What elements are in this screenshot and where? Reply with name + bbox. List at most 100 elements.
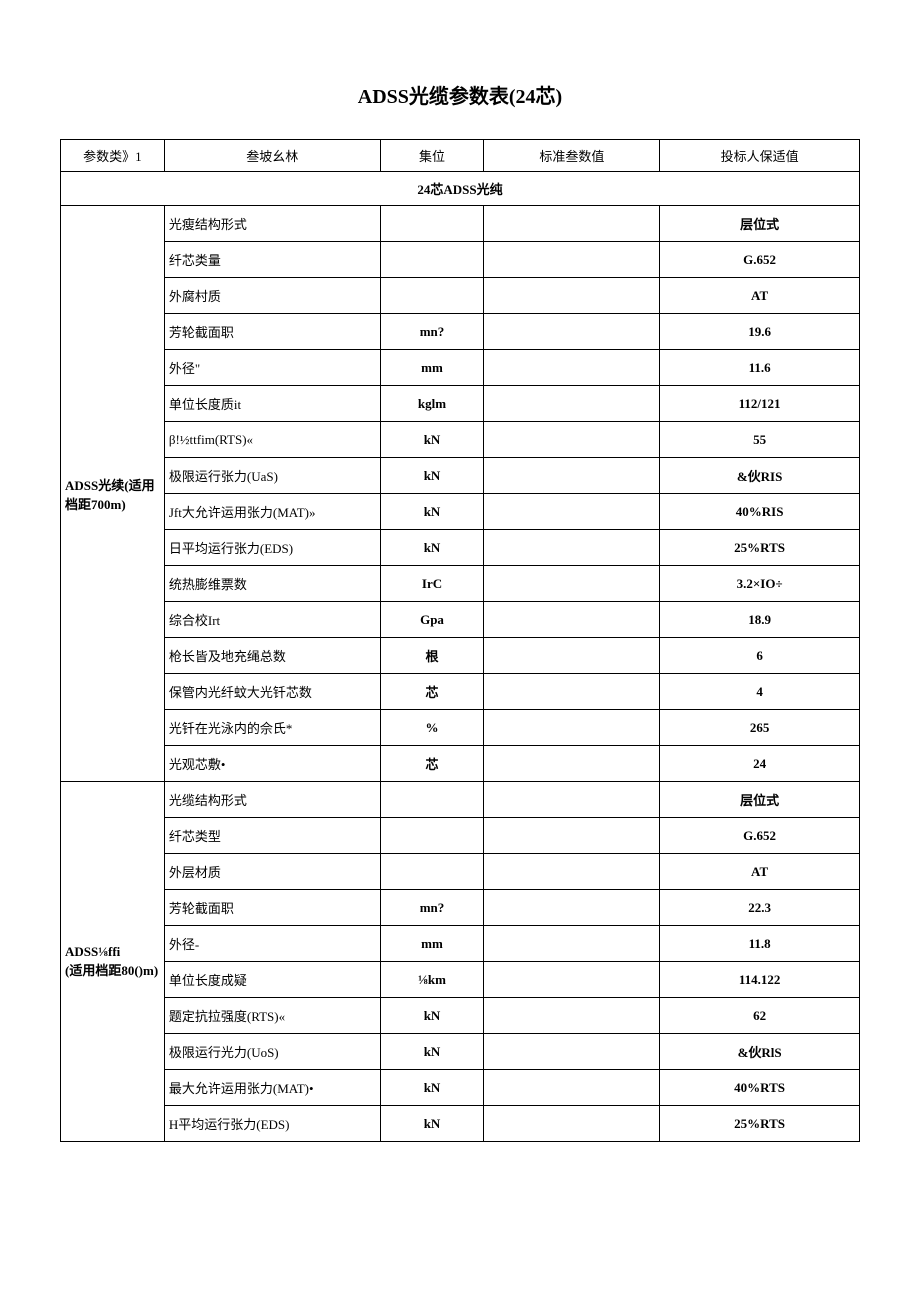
param-unit: kN	[380, 494, 484, 530]
table-row: 统热膨维票数IrC 3.2×IO÷	[61, 566, 860, 602]
param-std	[484, 350, 660, 386]
table-row: 日平均运行张力(EDS)kN25%RTS	[61, 530, 860, 566]
param-value: 114.122	[660, 962, 860, 998]
param-value: 40%RIS	[660, 494, 860, 530]
table-row: 外径"mm11.6	[61, 350, 860, 386]
param-std	[484, 638, 660, 674]
table-row: H平均运行张力(EDS)kN 25%RTS	[61, 1106, 860, 1142]
table-row: 光观芯敷•芯24	[61, 746, 860, 782]
param-name: 最大允许运用张力(MAT)•	[164, 1070, 380, 1106]
header-col4: 标准叁数值	[484, 140, 660, 172]
table-row: 外层材质 AT	[61, 854, 860, 890]
param-value: 11.8	[660, 926, 860, 962]
param-name: 极限运行张力(UaS)	[164, 458, 380, 494]
param-unit: 芯	[380, 674, 484, 710]
header-col1: 参数类》1	[61, 140, 165, 172]
param-unit: kN	[380, 998, 484, 1034]
param-std	[484, 998, 660, 1034]
param-unit: 根	[380, 638, 484, 674]
param-unit: mn?	[380, 890, 484, 926]
param-std	[484, 530, 660, 566]
param-name: 统热膨维票数	[164, 566, 380, 602]
param-unit: Gpa	[380, 602, 484, 638]
param-value: AT	[660, 854, 860, 890]
table-row: 光钎在光泳内的佘氏*%265	[61, 710, 860, 746]
param-value: 层位式	[660, 206, 860, 242]
table-row: β!½ttfim(RTS)«kN55	[61, 422, 860, 458]
param-name: 题定抗拉强度(RTS)«	[164, 998, 380, 1034]
param-value: 62	[660, 998, 860, 1034]
param-unit: kN	[380, 1034, 484, 1070]
param-std	[484, 458, 660, 494]
table-row: Jft大允许运用张力(MAT)»kN 40%RIS	[61, 494, 860, 530]
table-row: ADSS光续(适用档距700m)光瘦结构形式层位式	[61, 206, 860, 242]
table-row: 外腐村质 AT	[61, 278, 860, 314]
page-title: ADSS光缆参数表(24芯)	[60, 80, 860, 109]
param-name: 单位长度质it	[164, 386, 380, 422]
table-row: 保管内光纤蚊大光钎芯数芯4	[61, 674, 860, 710]
param-name: Jft大允许运用张力(MAT)»	[164, 494, 380, 530]
param-std	[484, 1106, 660, 1142]
param-value: 55	[660, 422, 860, 458]
param-unit: IrC	[380, 566, 484, 602]
table-row: 题定抗拉强度(RTS)«kN 62	[61, 998, 860, 1034]
param-unit: %	[380, 710, 484, 746]
param-std	[484, 242, 660, 278]
param-value: 19.6	[660, 314, 860, 350]
param-std	[484, 422, 660, 458]
param-name: 外腐村质	[164, 278, 380, 314]
param-unit	[380, 242, 484, 278]
param-std	[484, 962, 660, 998]
param-name: 芳轮截面职	[164, 314, 380, 350]
table-row: 单位长度质itkglm112/121	[61, 386, 860, 422]
table-row: ADSS⅛ffi (适用档距80()m)光缆结构形式层位式	[61, 782, 860, 818]
table-row: 极限运行光力(UoS)kN&伙RlS	[61, 1034, 860, 1070]
param-name: 纤芯类型	[164, 818, 380, 854]
param-unit: kN	[380, 1106, 484, 1142]
param-value: G.652	[660, 242, 860, 278]
header-col5: 投标人保适值	[660, 140, 860, 172]
param-value: &伙RlS	[660, 1034, 860, 1070]
group1-label: ADSS光续(适用档距700m)	[61, 206, 165, 782]
param-std	[484, 926, 660, 962]
param-std	[484, 566, 660, 602]
param-value: &伙RIS	[660, 458, 860, 494]
param-name: 日平均运行张力(EDS)	[164, 530, 380, 566]
param-name: 光瘦结构形式	[164, 206, 380, 242]
param-std	[484, 1034, 660, 1070]
param-name: 芳轮截面职	[164, 890, 380, 926]
param-name: 外层材质	[164, 854, 380, 890]
param-std	[484, 1070, 660, 1106]
param-name: H平均运行张力(EDS)	[164, 1106, 380, 1142]
param-value: 18.9	[660, 602, 860, 638]
table-row: 芳轮截面职mn?22.3	[61, 890, 860, 926]
param-name: 外径-	[164, 926, 380, 962]
param-value: 3.2×IO÷	[660, 566, 860, 602]
param-unit	[380, 278, 484, 314]
param-std	[484, 278, 660, 314]
param-value: 40%RTS	[660, 1070, 860, 1106]
params-table: 参数类》1叁坡幺林集位标准叁数值投标人保适值24芯ADSS光纯ADSS光续(适用…	[60, 139, 860, 1142]
param-std	[484, 314, 660, 350]
param-std	[484, 710, 660, 746]
param-name: 光缆结构形式	[164, 782, 380, 818]
param-std	[484, 782, 660, 818]
param-std	[484, 890, 660, 926]
param-std	[484, 746, 660, 782]
table-row: 最大允许运用张力(MAT)•kN 40%RTS	[61, 1070, 860, 1106]
group2-label: ADSS⅛ffi (适用档距80()m)	[61, 782, 165, 1142]
param-std	[484, 854, 660, 890]
param-unit: kN	[380, 422, 484, 458]
table-row: 芳轮截面职mn?19.6	[61, 314, 860, 350]
table-row: 纤芯类量G.652	[61, 242, 860, 278]
param-name: 光钎在光泳内的佘氏*	[164, 710, 380, 746]
param-unit: kN	[380, 1070, 484, 1106]
param-unit: 芯	[380, 746, 484, 782]
table-row: 外径-mm11.8	[61, 926, 860, 962]
param-std	[484, 494, 660, 530]
param-value: AT	[660, 278, 860, 314]
param-std	[484, 206, 660, 242]
param-value: 6	[660, 638, 860, 674]
param-value: 25%RTS	[660, 530, 860, 566]
param-value: 25%RTS	[660, 1106, 860, 1142]
